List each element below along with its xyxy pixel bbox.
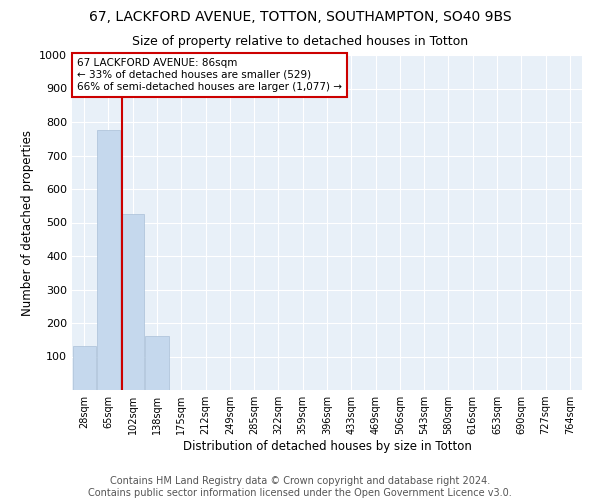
Bar: [97, 130, 120, 390]
Bar: [73, 346, 95, 390]
Bar: [145, 336, 169, 390]
Text: 67 LACKFORD AVENUE: 86sqm
← 33% of detached houses are smaller (529)
66% of semi: 67 LACKFORD AVENUE: 86sqm ← 33% of detac…: [77, 58, 342, 92]
Bar: [121, 214, 144, 390]
Text: Size of property relative to detached houses in Totton: Size of property relative to detached ho…: [132, 35, 468, 48]
X-axis label: Distribution of detached houses by size in Totton: Distribution of detached houses by size …: [182, 440, 472, 453]
Y-axis label: Number of detached properties: Number of detached properties: [20, 130, 34, 316]
Text: Contains HM Land Registry data © Crown copyright and database right 2024.
Contai: Contains HM Land Registry data © Crown c…: [88, 476, 512, 498]
Text: 67, LACKFORD AVENUE, TOTTON, SOUTHAMPTON, SO40 9BS: 67, LACKFORD AVENUE, TOTTON, SOUTHAMPTON…: [89, 10, 511, 24]
